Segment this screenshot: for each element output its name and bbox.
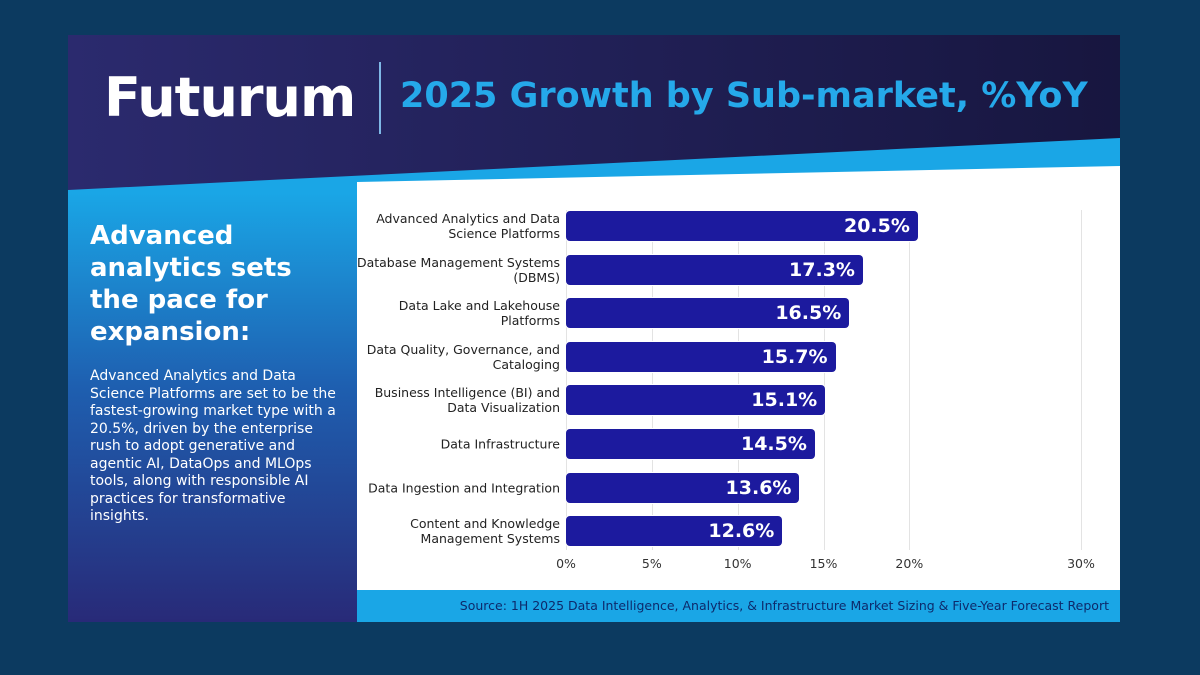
bar (566, 298, 850, 329)
value-label: 20.5% (843, 215, 910, 237)
bar (566, 472, 800, 503)
bar (566, 516, 783, 547)
grid-line (566, 210, 567, 550)
category-label: Data Quality, Governance, and Cataloging (366, 341, 560, 372)
grid-line (651, 210, 653, 550)
value-label: 12.6% (708, 520, 775, 543)
x-tick-label: 20% (895, 556, 924, 571)
category-label: Data Infrastructure (440, 436, 560, 452)
bar (566, 341, 836, 372)
header-band (68, 35, 1120, 190)
title: 2025 Growth by Sub-market, %YoY (400, 76, 1088, 116)
brand: Futurum (104, 66, 356, 129)
value-label: 15.1% (751, 389, 818, 412)
x-tick-label: 5% (641, 556, 662, 571)
value-label: 17.3% (789, 258, 855, 281)
value-label: 13.6% (725, 476, 792, 499)
x-tick-label: 30% (1067, 556, 1095, 571)
source: Source: 1H 2025 Data Intelligence, Analy… (459, 598, 1109, 613)
grid-line (737, 210, 739, 550)
grid-line (1081, 210, 1082, 550)
category-label: Advanced Analytics and Data Science Plat… (376, 211, 560, 241)
x-tick-label: 10% (723, 556, 752, 571)
side-body: Advanced Analytics and Data Science Plat… (90, 368, 336, 524)
grid-line (909, 210, 911, 550)
bar (566, 429, 815, 459)
category-label: Data Lake and Lakehouse Platforms (398, 298, 560, 329)
category-label: Business Intelligence (BI) and Data Visu… (374, 385, 560, 416)
x-tick-label: 0% (556, 556, 576, 571)
side-panel (68, 193, 357, 622)
category-label: Content and Knowledge Management Systems (410, 516, 560, 547)
bar (566, 211, 918, 241)
bar (566, 254, 863, 285)
category-label: Data Ingestion and Integration (368, 480, 560, 496)
x-tick-label: 15% (809, 556, 838, 571)
value-label: 14.5% (740, 433, 807, 455)
divider (379, 62, 381, 134)
side-heading: Advanced analytics sets the pace for exp… (90, 221, 292, 347)
bar (566, 385, 826, 416)
category-label: Database Management Systems (DBMS) (356, 254, 560, 285)
value-label: 16.5% (775, 302, 842, 325)
grid-line (823, 210, 825, 550)
value-label: 15.7% (761, 345, 828, 368)
